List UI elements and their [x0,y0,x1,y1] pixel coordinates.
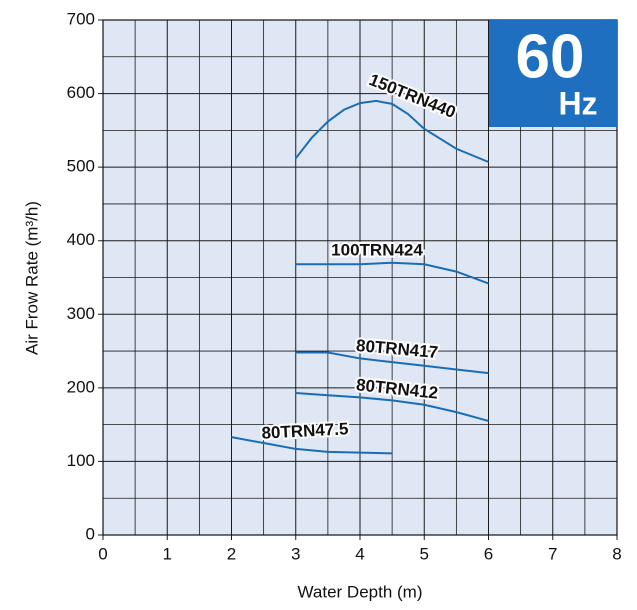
x-tick-label: 0 [98,544,107,563]
x-tick-label: 4 [355,544,364,563]
y-tick-label: 100 [67,451,95,470]
x-tick-label: 6 [484,544,493,563]
series-line [295,392,489,422]
x-tick-label: 8 [612,544,621,563]
y-tick-label: 300 [67,304,95,323]
x-tick-label: 2 [227,544,236,563]
plot-border [102,19,618,536]
y-axis-label: Air Frow Rate (m³/h) [22,201,41,355]
x-tick-label: 7 [548,544,557,563]
x-tick-label: 3 [291,544,300,563]
y-tick-label: 700 [67,9,95,28]
y-tick-label: 500 [67,157,95,176]
badge-unit: Hz [558,85,597,121]
series-line [294,99,489,163]
y-tick-label: 400 [67,230,95,249]
badge-number: 60 [516,22,585,91]
series-label: 100TRN424 [331,240,423,259]
y-tick-label: 0 [86,524,95,543]
x-tick-label: 1 [163,544,172,563]
badge [489,20,617,127]
series-line [295,261,489,285]
x-tick-label: 5 [420,544,429,563]
series-line [231,436,393,455]
x-axis-label: Water Depth (m) [297,582,422,601]
y-tick-label: 200 [67,377,95,396]
series-line [295,351,489,375]
y-tick-label: 600 [67,83,95,102]
